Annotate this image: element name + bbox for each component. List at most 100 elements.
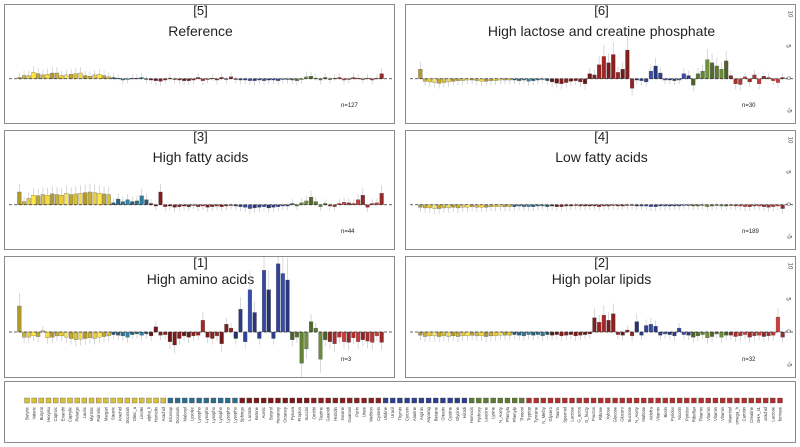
legend-swatch	[88, 397, 95, 404]
bar	[120, 331, 125, 337]
panel-number: [2]	[588, 257, 615, 270]
bar	[73, 193, 78, 205]
legend-swatch	[246, 397, 252, 404]
bar	[186, 78, 191, 81]
bar	[346, 202, 351, 205]
bar	[507, 78, 512, 81]
bar	[356, 331, 361, 342]
bar	[106, 331, 111, 337]
bar	[441, 78, 446, 83]
bar	[370, 203, 375, 205]
legend-swatch	[81, 397, 88, 404]
bar	[130, 201, 135, 205]
legend-swatch	[418, 397, 425, 404]
legend-swatch	[160, 397, 166, 404]
bar	[177, 331, 182, 339]
bar	[611, 54, 616, 79]
legend-label: Guanosi	[347, 407, 352, 423]
legend-swatch	[217, 397, 224, 404]
legend-label: Methion	[369, 406, 374, 422]
bar	[83, 75, 88, 79]
bar	[17, 191, 22, 205]
bar	[271, 204, 276, 208]
legend-label: Tyrosine	[534, 406, 539, 422]
legend-swatch	[110, 397, 116, 404]
legend-label: Octanoy	[283, 406, 288, 423]
bar	[360, 195, 365, 205]
bar	[370, 331, 375, 343]
bar	[587, 204, 592, 207]
bar	[517, 78, 522, 81]
bar	[379, 193, 384, 205]
legend-label: Taurin	[555, 406, 560, 418]
legend-label: Linolei	[139, 407, 144, 419]
bar	[455, 331, 461, 337]
bar-plot	[410, 202, 793, 214]
bar	[45, 195, 50, 205]
sample-size-label: n=127	[341, 103, 358, 109]
bar	[677, 78, 682, 81]
legend-label: Phenylp	[512, 406, 517, 422]
legend-swatch	[404, 397, 410, 404]
legend-label: Xylose	[605, 406, 610, 419]
bar	[139, 195, 144, 205]
legend-label: Pyridox	[670, 406, 675, 421]
bar	[630, 331, 635, 337]
legend-swatch	[576, 397, 582, 404]
sample-size-label: n=3	[341, 357, 352, 363]
legend-swatch	[497, 397, 503, 404]
bar	[418, 331, 423, 336]
bar	[31, 72, 36, 79]
legend-swatch	[490, 397, 496, 404]
bar	[97, 193, 102, 205]
legend-label: Fructos	[591, 407, 596, 421]
legend-label: Lactose	[570, 406, 575, 421]
bar	[667, 78, 672, 81]
bar	[512, 78, 517, 81]
bar	[606, 62, 611, 79]
y-tick-label: -5	[785, 232, 792, 239]
bar	[526, 78, 531, 82]
legend-label: Thiamin	[699, 406, 704, 422]
legend-label: Pelargo	[75, 406, 80, 421]
bar	[418, 69, 423, 79]
legend-label: Aldofra	[648, 406, 653, 420]
bar	[446, 78, 451, 83]
bar	[526, 331, 531, 335]
bar	[111, 331, 116, 335]
bar	[526, 204, 531, 207]
panel-number: [4]	[588, 131, 615, 144]
bar	[761, 76, 766, 79]
bar	[191, 78, 196, 81]
bar	[677, 327, 682, 333]
bar	[738, 331, 743, 337]
bar	[31, 195, 36, 205]
legend-label: omega_h	[734, 406, 739, 424]
panel-title: Low fatty acids	[555, 149, 648, 165]
legend-label: Lysopho	[218, 406, 223, 422]
legend-label: Creatin	[440, 406, 445, 420]
bar	[771, 331, 776, 336]
bar	[757, 78, 762, 84]
bar	[766, 77, 771, 79]
legend-label: Palmitic	[96, 407, 101, 422]
legend-swatch	[569, 397, 575, 404]
bar	[196, 204, 201, 207]
bar	[210, 331, 215, 339]
legend-swatch	[440, 397, 446, 404]
legend-swatch	[727, 397, 733, 404]
bar	[432, 78, 437, 83]
bar	[45, 74, 50, 79]
legend-label: N_Acety	[634, 406, 639, 423]
bar	[747, 331, 752, 338]
bar	[59, 195, 64, 205]
bar	[346, 331, 351, 343]
legend-label: Cystein	[376, 406, 381, 421]
legend-swatch	[540, 397, 546, 404]
legend-label: Glucuro	[620, 406, 625, 421]
bar	[210, 204, 215, 207]
bar	[597, 204, 602, 207]
legend-label: Vitamin	[713, 406, 718, 421]
bar	[427, 204, 432, 209]
bar	[423, 331, 428, 337]
